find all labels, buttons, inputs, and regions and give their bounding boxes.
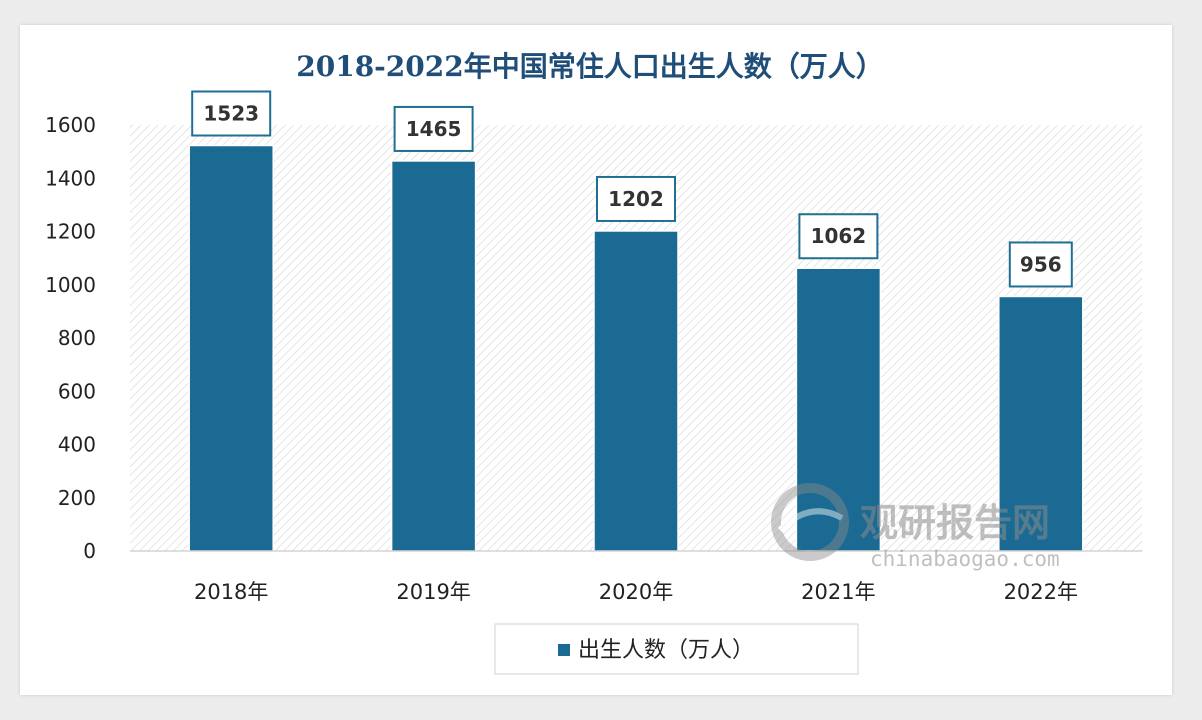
bar — [188, 144, 274, 552]
x-tick-label: 2022年 — [1004, 580, 1078, 604]
x-tick-label: 2018年 — [194, 580, 268, 604]
y-tick-label: 800 — [58, 326, 96, 350]
data-label-box — [798, 213, 879, 260]
bar — [390, 160, 477, 552]
y-tick-label: 1600 — [45, 113, 96, 137]
legend-swatch — [558, 644, 570, 656]
data-label: 1523 — [203, 102, 259, 126]
data-label: 1062 — [811, 224, 867, 248]
y-tick-label: 1000 — [45, 273, 96, 297]
bar-chart: 2018-2022年中国常住人口出生人数（万人） 0 200 400 600 800 10… — [45, 50, 1142, 675]
legend: 出生人数（万人） — [494, 623, 859, 675]
y-tick-label: 600 — [58, 379, 96, 403]
y-tick-label: 400 — [58, 433, 96, 457]
watermark: 观研报告网 chinabaogao.com — [771, 483, 1060, 571]
y-tick-label: 1400 — [45, 166, 96, 190]
chart-frame: 2018-2022年中国常住人口出生人数（万人） 0 200 400 600 800 10… — [20, 25, 1172, 695]
legend-label: 出生人数（万人） — [578, 638, 754, 663]
y-tick-label: 0 — [83, 539, 96, 563]
data-label-box — [596, 175, 676, 222]
watermark-brand: 观研报告网 — [860, 501, 1050, 545]
y-tick-label: 200 — [58, 486, 96, 510]
chart-title: 2018-2022年中国常住人口出生人数（万人） — [296, 50, 883, 83]
bar — [593, 230, 679, 552]
legend-box — [494, 623, 859, 675]
x-tick-label: 2020年 — [599, 580, 673, 604]
bar — [795, 267, 882, 552]
data-label-box — [393, 105, 474, 152]
y-tick-label: 1200 — [45, 220, 96, 244]
x-tick-label: 2019年 — [396, 580, 470, 604]
watermark-logo-icon — [771, 483, 849, 561]
watermark-site: chinabaogao.com — [870, 547, 1060, 571]
data-label: 956 — [1020, 252, 1062, 276]
data-label-box — [191, 90, 272, 137]
data-label-box — [1008, 241, 1073, 288]
data-label: 1465 — [406, 117, 462, 141]
bar — [998, 295, 1084, 552]
data-label: 1202 — [608, 187, 664, 211]
x-tick-label: 2021年 — [801, 580, 875, 604]
